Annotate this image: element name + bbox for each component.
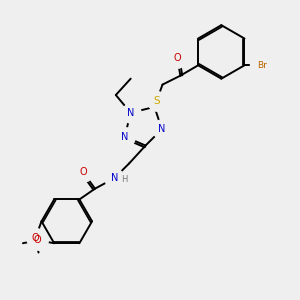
Text: O: O: [32, 233, 39, 243]
Text: H: H: [121, 175, 127, 184]
Text: O: O: [173, 53, 181, 63]
Text: O: O: [34, 235, 42, 245]
Text: N: N: [127, 108, 134, 118]
Text: S: S: [153, 96, 160, 106]
Text: Br: Br: [257, 61, 267, 70]
Text: N: N: [158, 124, 166, 134]
Text: N: N: [121, 132, 128, 142]
Text: O: O: [79, 167, 87, 177]
Text: N: N: [111, 173, 118, 183]
